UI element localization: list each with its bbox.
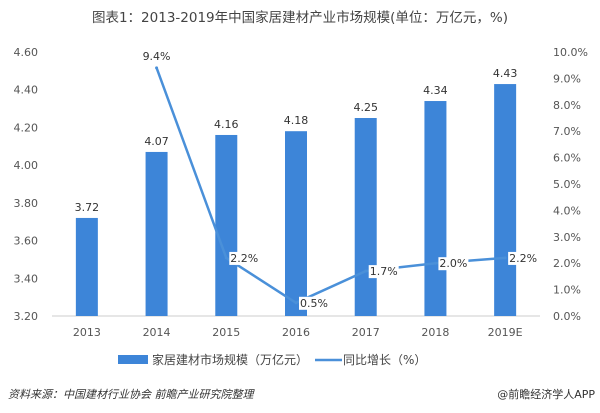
y-left-tick: 4.60 xyxy=(14,46,39,59)
line-label: 2.2% xyxy=(509,252,537,265)
y-right-tick: 5.0% xyxy=(553,178,581,191)
y-right-tick: 7.0% xyxy=(553,125,581,138)
line-point xyxy=(294,301,298,305)
y-right-tick: 4.0% xyxy=(553,204,581,217)
y-right-tick: 10.0% xyxy=(553,46,588,59)
bar xyxy=(75,217,98,316)
x-tick: 2017 xyxy=(352,326,380,339)
line-label-bg xyxy=(368,265,399,279)
bar-label: 3.72 xyxy=(75,201,100,214)
y-right-tick: 3.0% xyxy=(553,231,581,244)
bar-label: 4.34 xyxy=(423,84,448,97)
line-label-bg xyxy=(299,296,329,310)
bar-label: 4.43 xyxy=(493,67,518,80)
line-point xyxy=(433,261,437,265)
bar xyxy=(494,84,517,316)
bar xyxy=(215,134,238,316)
line-point xyxy=(155,66,159,70)
x-tick: 2018 xyxy=(421,326,449,339)
credit: @前瞻经济学人APP xyxy=(497,387,595,401)
bar xyxy=(354,118,377,316)
y-right-tick: 1.0% xyxy=(553,284,581,297)
legend-bar-label: 家居建材市场规模（万亿元） xyxy=(152,352,308,367)
x-tick: 2013 xyxy=(73,326,101,339)
legend-bar-swatch xyxy=(118,355,148,364)
bar-label: 4.16 xyxy=(214,118,239,131)
y-left-tick: 3.40 xyxy=(14,272,39,285)
source-note: 资料来源：中国建材行业协会 前瞻产业研究院整理 xyxy=(8,388,255,401)
x-tick: 2015 xyxy=(212,326,240,339)
line-label-bg xyxy=(141,49,172,63)
line-label: 0.5% xyxy=(300,297,328,310)
y-left-tick: 4.20 xyxy=(14,121,39,134)
x-tick: 2019E xyxy=(488,326,523,339)
y-left-tick: 3.60 xyxy=(14,235,39,248)
line-label: 2.0% xyxy=(439,257,467,270)
line-label: 9.4% xyxy=(143,50,171,63)
y-right-tick: 6.0% xyxy=(553,152,581,165)
y-left-tick: 3.20 xyxy=(14,310,39,323)
line-point xyxy=(503,256,507,260)
bar xyxy=(285,131,307,316)
line-label-bg xyxy=(438,257,469,271)
line-label: 2.2% xyxy=(230,252,258,265)
y-right-tick: 8.0% xyxy=(553,99,581,112)
bar-label: 4.25 xyxy=(353,101,378,114)
line-label-bg xyxy=(508,251,539,265)
x-tick: 2016 xyxy=(282,326,310,339)
chart-title: 图表1：2013-2019年中国家居建材产业市场规模(单位：万亿元，%) xyxy=(92,9,508,26)
line-label: 1.7% xyxy=(370,265,398,278)
bar xyxy=(424,101,447,317)
line-point xyxy=(224,256,228,260)
bar-label: 4.07 xyxy=(144,135,169,148)
y-left-tick: 4.00 xyxy=(14,159,39,172)
line-label-bg xyxy=(229,251,260,265)
y-right-tick: 0.0% xyxy=(553,310,581,323)
bar-label: 4.18 xyxy=(284,114,309,127)
y-left-tick: 4.40 xyxy=(14,84,39,97)
bar xyxy=(145,151,168,316)
x-tick: 2014 xyxy=(143,326,171,339)
y-right-tick: 9.0% xyxy=(553,72,581,85)
y-right-tick: 2.0% xyxy=(553,257,581,270)
legend-line-label: 同比增长（%） xyxy=(343,353,426,367)
y-left-tick: 3.80 xyxy=(14,197,39,210)
line-point xyxy=(364,269,368,273)
